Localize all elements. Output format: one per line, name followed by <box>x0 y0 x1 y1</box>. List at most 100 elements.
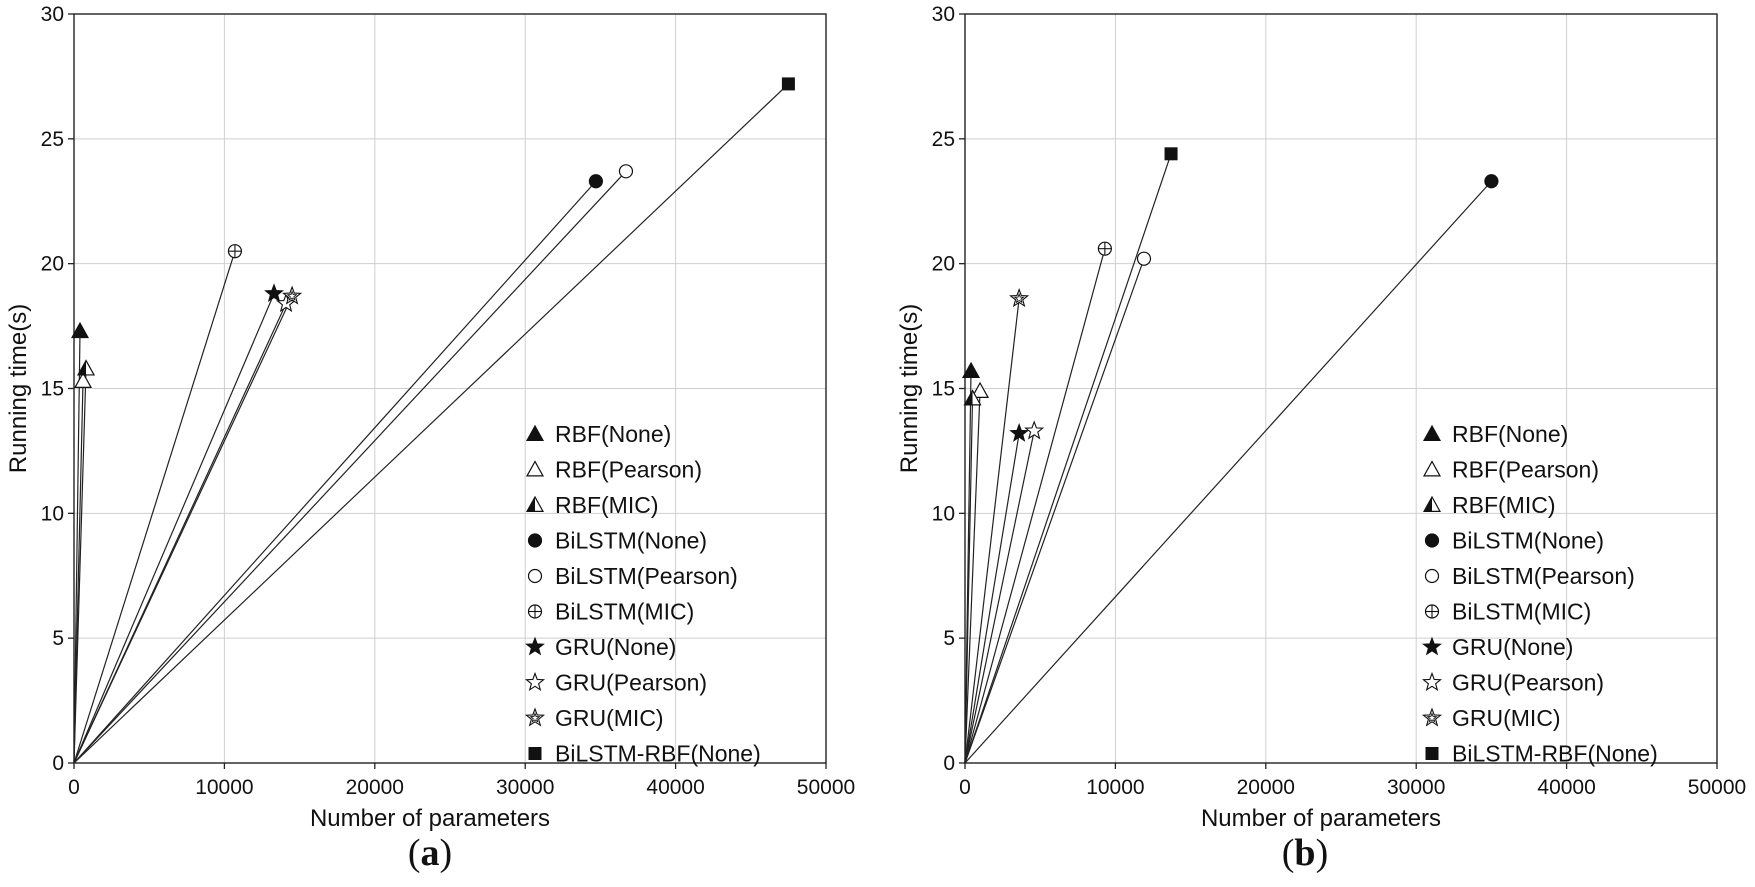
legend-item: BiLSTM(MIC) <box>527 599 694 625</box>
ray-line <box>73 331 81 764</box>
legend-label: BiLSTM(None) <box>1452 528 1604 554</box>
panel-letter: b <box>1294 832 1315 874</box>
panel-letter: a <box>421 832 440 874</box>
data-point <box>963 389 982 406</box>
ray-line <box>964 433 1020 764</box>
origin-rays <box>73 83 789 764</box>
legend-label: BiLSTM(Pearson) <box>555 563 738 589</box>
legend-marker <box>1422 424 1442 441</box>
y-tick-label: 30 <box>932 3 955 26</box>
legend-marker <box>1425 747 1439 760</box>
legend-marker <box>1422 460 1442 477</box>
data-point <box>971 381 990 398</box>
x-tick-label: 40000 <box>1537 776 1595 799</box>
legend-label: RBF(Pearson) <box>555 457 702 483</box>
data-points <box>961 147 1499 442</box>
legend-marker <box>1424 533 1440 548</box>
ray-line <box>964 248 1106 764</box>
y-tick-label: 20 <box>932 253 955 276</box>
legend-marker <box>525 495 545 512</box>
legend-label: BiLSTM(MIC) <box>1452 599 1591 625</box>
data-point <box>781 77 795 91</box>
legend-item: BiLSTM-RBF(None) <box>528 741 761 767</box>
ray-line <box>73 295 293 764</box>
data-point <box>227 244 243 259</box>
x-axis-title: Number of parameters <box>1201 805 1441 832</box>
legend-item: RBF(Pearson) <box>1422 457 1599 483</box>
ray-line <box>964 390 981 764</box>
data-point <box>70 321 90 339</box>
legend-marker <box>1422 495 1442 512</box>
y-tick-label: 15 <box>932 378 955 401</box>
y-tick-label: 5 <box>943 627 955 650</box>
legend-marker <box>525 424 545 441</box>
legend-item: GRU(Pearson) <box>524 670 707 696</box>
legend-label: GRU(None) <box>555 634 676 660</box>
legend-item: BiLSTM(None) <box>1424 528 1604 554</box>
panel-b: 0 10000 20000 30000 40000 50000 0 5 10 15 20 25 30 Nu… <box>896 3 1746 874</box>
legend-marker <box>525 460 545 477</box>
legend-item: GRU(MIC) <box>1421 705 1561 731</box>
legend-item: BiLSTM(MIC) <box>1424 599 1591 625</box>
x-tick-label: 10000 <box>195 776 253 799</box>
x-tick-label: 50000 <box>797 776 855 799</box>
legend-label: RBF(Pearson) <box>1452 457 1599 483</box>
panel-a: 0 10000 20000 30000 40000 50000 0 5 10 15 20 25 30 Nu… <box>5 3 855 874</box>
data-point <box>1484 174 1499 189</box>
x-tick-label: 30000 <box>1387 776 1445 799</box>
legend: RBF(None) RBF(Pearson) RBF(MIC) BiLSTM(None… <box>1421 421 1658 767</box>
legend-marker <box>1422 636 1442 656</box>
data-point <box>1009 288 1030 308</box>
ray-line <box>964 180 1492 764</box>
x-tick-label: 40000 <box>646 776 704 799</box>
y-tick-label: 25 <box>932 128 955 151</box>
legend-label: GRU(MIC) <box>1452 705 1561 731</box>
panel-label: (b) <box>1282 832 1328 874</box>
legend-item: RBF(None) <box>525 421 671 447</box>
legend-item: GRU(None) <box>525 634 676 660</box>
x-tick-label: 30000 <box>496 776 554 799</box>
legend: RBF(None) RBF(Pearson) RBF(MIC) BiLSTM(None… <box>524 421 761 767</box>
legend-label: BiLSTM-RBF(None) <box>555 741 761 767</box>
legend-label: BiLSTM(MIC) <box>555 599 694 625</box>
x-tick-label: 0 <box>959 776 971 799</box>
data-point <box>1097 241 1112 256</box>
origin-rays <box>964 153 1492 764</box>
legend-marker <box>528 747 542 760</box>
y-tick-label: 15 <box>41 378 64 401</box>
ray-line <box>964 298 1020 764</box>
grid <box>965 14 1717 763</box>
x-axis-title: Number of parameters <box>310 805 550 832</box>
y-axis-title: Running time(s) <box>5 304 32 473</box>
legend-label: GRU(Pearson) <box>1452 670 1604 696</box>
legend-label: RBF(None) <box>1452 421 1568 447</box>
ray-line <box>964 430 1035 764</box>
data-point <box>1164 147 1178 161</box>
legend-item: GRU(MIC) <box>524 705 664 731</box>
legend-marker <box>527 568 543 584</box>
y-tick-label: 5 <box>52 627 64 650</box>
legend-label: RBF(None) <box>555 421 671 447</box>
data-point <box>588 174 603 189</box>
legend-label: RBF(MIC) <box>1452 492 1555 518</box>
y-tick-label: 10 <box>932 502 955 525</box>
x-tick-label: 20000 <box>1237 776 1295 799</box>
data-point <box>961 361 981 379</box>
legend-item: RBF(None) <box>1422 421 1568 447</box>
legend-label: RBF(MIC) <box>555 492 658 518</box>
data-points <box>70 77 795 389</box>
legend-item: RBF(Pearson) <box>525 457 702 483</box>
legend-item: BiLSTM(Pearson) <box>1424 563 1635 589</box>
y-tick-label: 20 <box>41 253 64 276</box>
data-point <box>1136 251 1152 266</box>
legend-item: BiLSTM-RBF(None) <box>1425 741 1658 767</box>
ray-line <box>73 170 627 764</box>
legend-item: BiLSTM(Pearson) <box>527 563 738 589</box>
panel-label: (a) <box>408 832 452 874</box>
x-tick-label: 20000 <box>346 776 404 799</box>
legend-marker <box>524 671 546 692</box>
legend-item: GRU(Pearson) <box>1421 670 1604 696</box>
data-point <box>1024 420 1045 440</box>
legend-marker <box>1424 568 1440 584</box>
